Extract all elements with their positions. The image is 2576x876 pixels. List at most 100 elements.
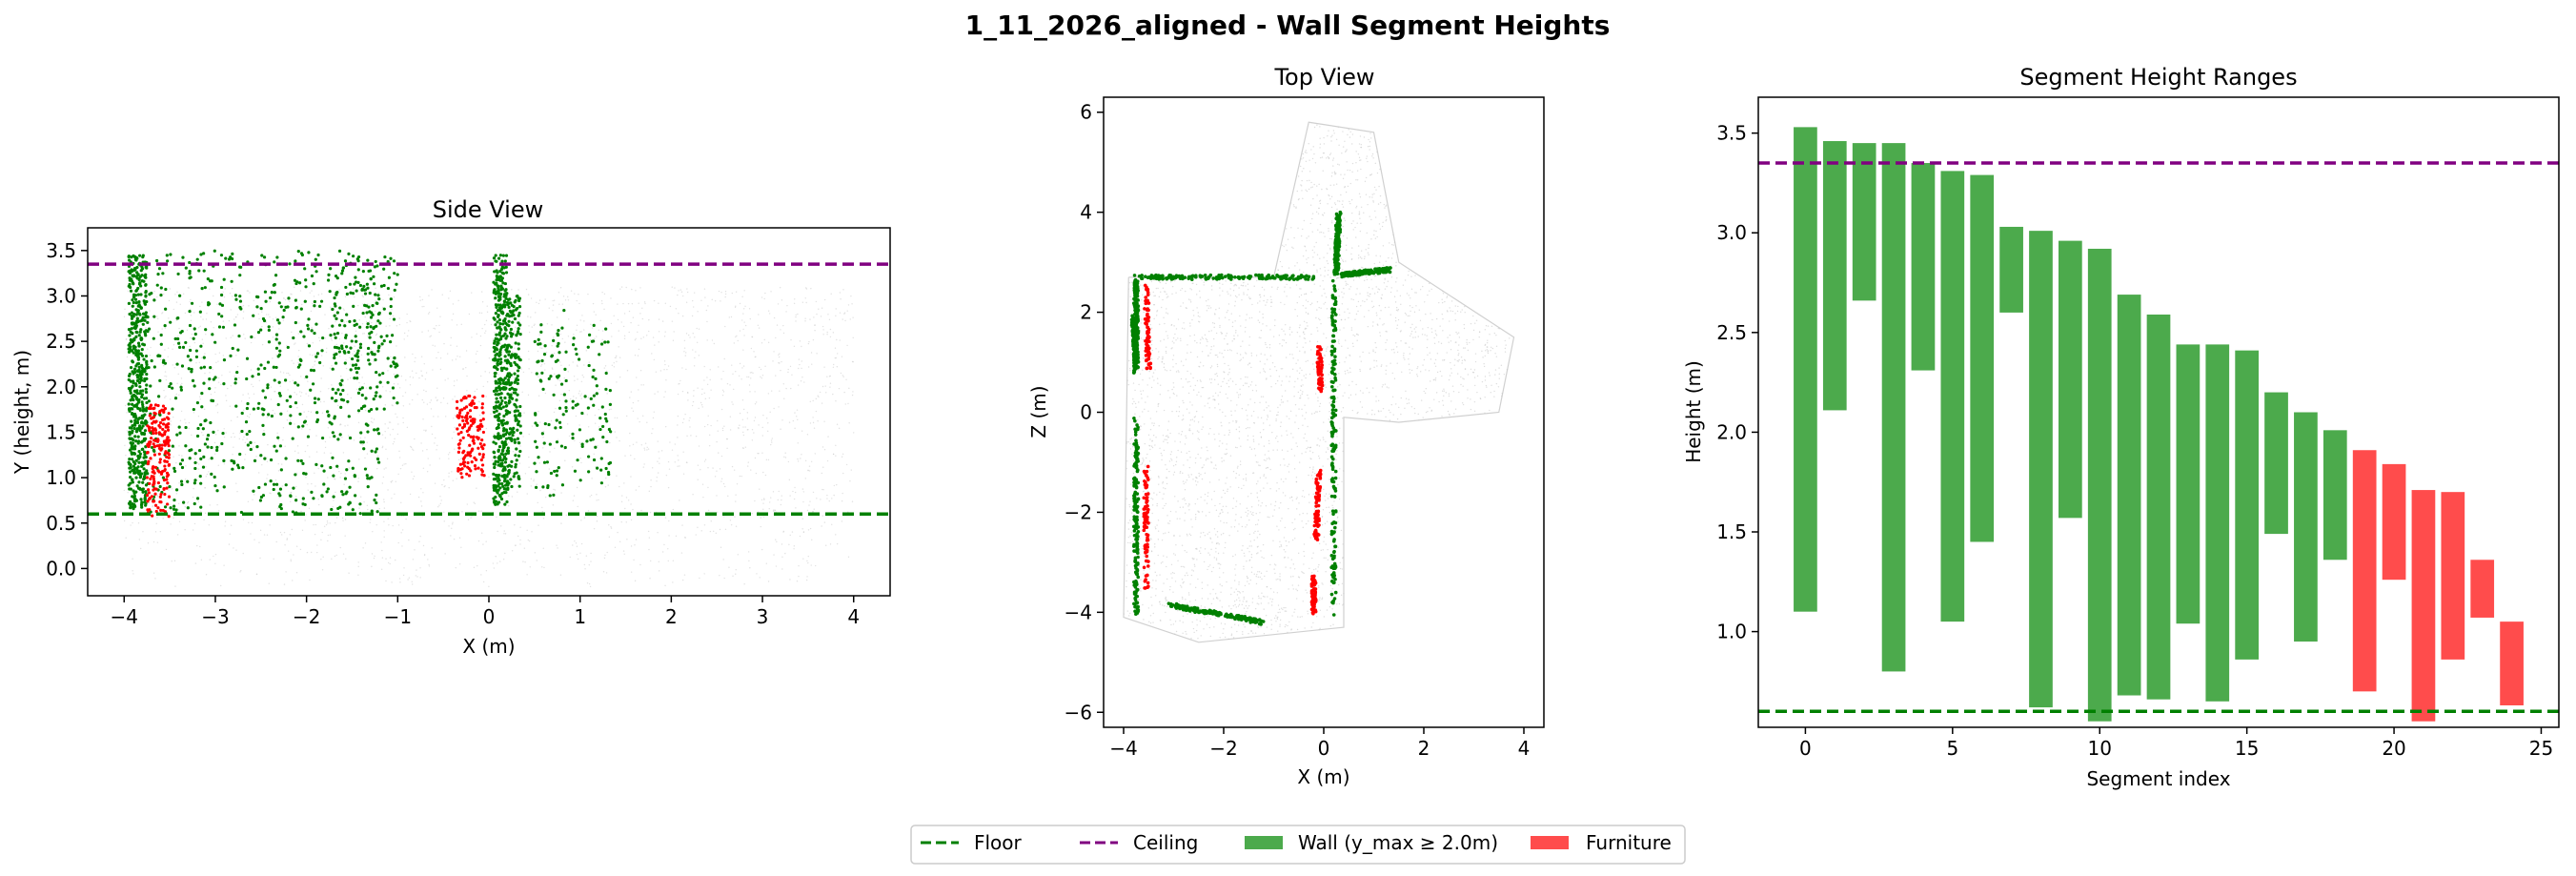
cloud-point — [1373, 234, 1375, 236]
cloud-point — [161, 312, 164, 314]
cloud-point — [634, 338, 637, 341]
wall-point — [497, 416, 500, 420]
cloud-point — [746, 429, 749, 431]
cloud-point — [716, 440, 718, 443]
cloud-point — [742, 408, 745, 411]
cloud-point — [373, 557, 375, 560]
wall-point — [499, 401, 503, 406]
cloud-point — [1257, 417, 1259, 418]
side-view-x-tick-label: 4 — [847, 605, 860, 628]
cloud-point — [511, 410, 513, 412]
cloud-point — [683, 351, 685, 353]
wall-point — [246, 401, 250, 406]
cloud-point — [629, 445, 631, 447]
wall-point — [133, 418, 137, 422]
cloud-point — [522, 560, 524, 562]
wall-point — [139, 293, 143, 296]
cloud-point — [767, 430, 769, 433]
wall-point — [392, 360, 396, 364]
cloud-point — [364, 316, 366, 318]
cloud-point — [398, 323, 401, 326]
wall-point — [503, 377, 507, 380]
cloud-point — [197, 463, 200, 465]
cloud-point — [357, 565, 359, 568]
cloud-point — [539, 347, 541, 349]
cloud-point — [762, 516, 765, 518]
cloud-point — [793, 548, 795, 550]
wall-point — [133, 257, 137, 261]
cloud-point — [199, 398, 201, 400]
cloud-point — [768, 313, 771, 315]
cloud-point — [696, 327, 698, 330]
cloud-point — [703, 365, 705, 368]
wall-point — [140, 348, 144, 352]
cloud-point — [824, 385, 826, 387]
cloud-point — [397, 524, 400, 526]
cloud-point — [631, 407, 633, 409]
cloud-point — [168, 299, 171, 302]
wall-point — [335, 291, 338, 295]
wall-point — [315, 418, 320, 422]
side-view-x-tick-label: 0 — [483, 605, 496, 628]
wall-point — [503, 468, 507, 472]
wall-point — [333, 345, 337, 349]
cloud-point — [553, 352, 556, 355]
wall-point — [386, 357, 390, 360]
cloud-point — [741, 319, 743, 321]
wall-point — [267, 340, 272, 344]
wall-point — [494, 296, 497, 300]
wall-point — [499, 345, 503, 350]
cloud-point — [711, 298, 713, 301]
cloud-point — [664, 331, 666, 333]
cloud-point — [176, 291, 178, 293]
wall-point — [138, 254, 142, 257]
cloud-point — [754, 391, 756, 393]
wall-point — [134, 330, 138, 334]
cloud-point — [757, 324, 760, 327]
cloud-point — [576, 299, 578, 302]
cloud-point — [700, 299, 702, 301]
cloud-point — [366, 453, 369, 455]
wall-point — [364, 397, 368, 400]
furniture-point — [466, 411, 470, 415]
furniture-point — [147, 459, 151, 463]
wall-point — [386, 380, 390, 384]
cloud-point — [343, 309, 345, 311]
cloud-point — [769, 501, 771, 503]
cloud-point — [654, 393, 656, 395]
wall-point — [494, 292, 497, 295]
cloud-point — [610, 408, 612, 411]
cloud-point — [322, 556, 324, 558]
cloud-point — [558, 361, 561, 363]
cloud-point — [204, 372, 206, 375]
cloud-point — [528, 540, 531, 542]
cloud-point — [693, 395, 695, 397]
cloud-point — [557, 316, 558, 318]
wall-point — [134, 353, 138, 357]
wall-point — [231, 252, 234, 255]
cloud-point — [383, 468, 385, 470]
cloud-point — [279, 371, 282, 373]
cloud-point — [175, 319, 177, 321]
cloud-point — [626, 370, 629, 372]
wall-point — [192, 336, 195, 340]
furniture-point — [158, 499, 162, 504]
cloud-point — [781, 543, 783, 545]
wall-point — [202, 365, 207, 369]
cloud-point — [1458, 336, 1461, 338]
wall-point — [263, 457, 267, 460]
cloud-point — [401, 545, 403, 547]
cloud-point — [341, 333, 343, 335]
wall-point — [145, 400, 149, 405]
wall-point — [259, 454, 263, 458]
cloud-point — [317, 467, 319, 470]
cloud-point — [512, 351, 515, 354]
wall-point — [143, 497, 147, 500]
wall-point — [503, 487, 507, 491]
cloud-point — [448, 487, 450, 489]
cloud-point — [200, 510, 202, 513]
cloud-point — [409, 493, 412, 496]
wall-point — [173, 397, 178, 400]
wall-point — [537, 337, 540, 341]
furniture-point — [156, 506, 160, 510]
